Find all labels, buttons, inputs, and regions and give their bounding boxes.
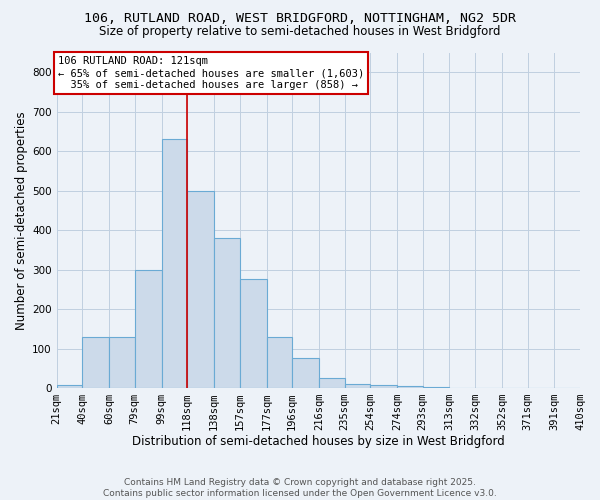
Bar bbox=[370, 385, 397, 388]
Bar bbox=[239, 280, 266, 388]
Bar bbox=[187, 190, 214, 388]
X-axis label: Distribution of semi-detached houses by size in West Bridgford: Distribution of semi-detached houses by … bbox=[132, 434, 505, 448]
Bar bbox=[319, 378, 344, 388]
Y-axis label: Number of semi-detached properties: Number of semi-detached properties bbox=[15, 111, 28, 330]
Bar bbox=[82, 336, 109, 388]
Text: 106 RUTLAND ROAD: 121sqm
← 65% of semi-detached houses are smaller (1,603)
  35%: 106 RUTLAND ROAD: 121sqm ← 65% of semi-d… bbox=[58, 56, 364, 90]
Bar bbox=[134, 270, 161, 388]
Bar bbox=[161, 140, 187, 388]
Bar bbox=[292, 358, 319, 388]
Text: Contains HM Land Registry data © Crown copyright and database right 2025.
Contai: Contains HM Land Registry data © Crown c… bbox=[103, 478, 497, 498]
Bar bbox=[266, 336, 292, 388]
Text: Size of property relative to semi-detached houses in West Bridgford: Size of property relative to semi-detach… bbox=[99, 25, 501, 38]
Bar bbox=[397, 386, 422, 388]
Bar bbox=[422, 387, 449, 388]
Bar bbox=[214, 238, 239, 388]
Bar bbox=[344, 384, 370, 388]
Text: 106, RUTLAND ROAD, WEST BRIDGFORD, NOTTINGHAM, NG2 5DR: 106, RUTLAND ROAD, WEST BRIDGFORD, NOTTI… bbox=[84, 12, 516, 26]
Bar bbox=[56, 385, 82, 388]
Bar bbox=[109, 336, 134, 388]
